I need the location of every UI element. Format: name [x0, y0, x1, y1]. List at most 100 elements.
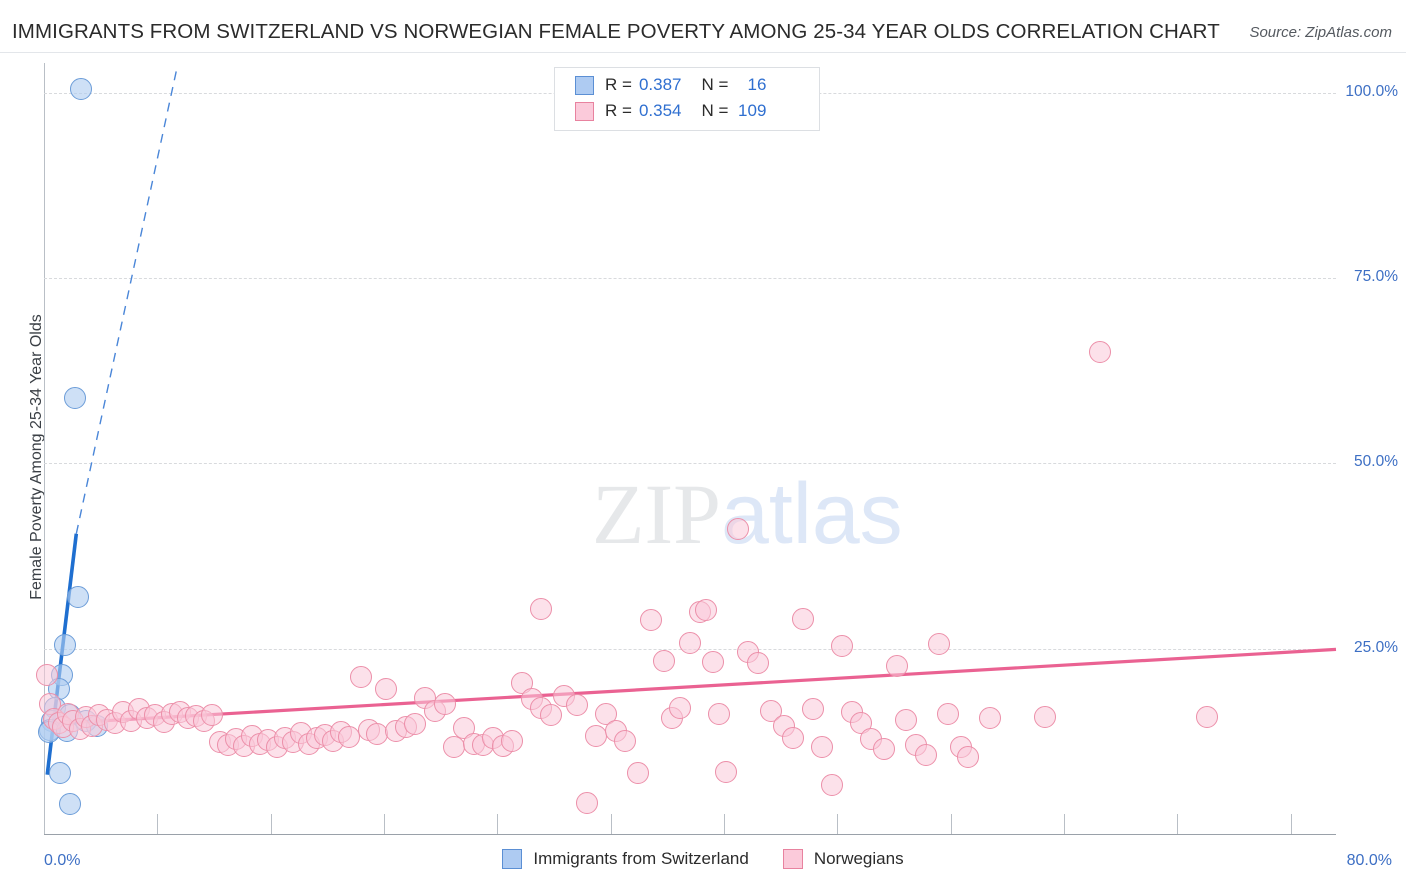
data-point[interactable] [937, 702, 960, 725]
data-point[interactable] [53, 633, 76, 656]
y-axis-tick-label: 50.0% [1354, 453, 1398, 471]
data-point[interactable] [349, 665, 372, 688]
x-axis-tick [950, 814, 952, 834]
plot-area: ZIPatlas [36, 63, 1337, 834]
y-axis-line [44, 63, 45, 834]
x-axis-tick [1064, 814, 1065, 834]
data-point[interactable] [36, 663, 59, 686]
watermark: ZIPatlas [592, 471, 903, 557]
series1-r-value: 0.387 [638, 75, 682, 94]
series2-n-label: N = [701, 101, 729, 120]
data-point[interactable] [927, 633, 950, 656]
data-point[interactable] [375, 677, 398, 700]
data-point[interactable] [695, 599, 718, 622]
data-point[interactable] [830, 634, 853, 657]
data-point[interactable] [821, 774, 844, 797]
x-axis-tick [157, 814, 159, 834]
data-point[interactable] [714, 760, 737, 783]
data-point[interactable] [404, 713, 427, 736]
data-point[interactable] [782, 726, 805, 749]
page-title: IMMIGRANTS FROM SWITZERLAND VS NORWEGIAN… [12, 20, 1220, 43]
data-point[interactable] [679, 631, 701, 654]
x-axis-label-min: 0.0% [44, 852, 81, 869]
x-axis-label-max: 80.0% [1346, 852, 1392, 869]
data-point[interactable] [66, 585, 89, 608]
source-label: Source: ZipAtlas.com [1249, 24, 1392, 41]
x-axis-tick [384, 814, 385, 834]
series2-n-value: 109 [738, 101, 767, 120]
data-point[interactable] [956, 745, 979, 768]
data-point[interactable] [565, 694, 588, 716]
data-point[interactable] [501, 729, 524, 752]
x-axis-tick [270, 814, 272, 834]
data-point[interactable] [746, 652, 769, 675]
legend-label-norwegians: Norwegians [813, 849, 904, 868]
data-point[interactable] [63, 387, 86, 410]
chart-legend: Immigrants from Switzerland Norwegians [0, 849, 1406, 869]
data-point[interactable] [792, 608, 815, 630]
x-axis-tick [724, 814, 725, 834]
data-point[interactable] [365, 722, 388, 745]
trendline-dashed [75, 70, 178, 534]
series1-r-label: R = [605, 75, 632, 94]
trendlines [43, 70, 1337, 775]
data-point[interactable] [1034, 705, 1057, 728]
series1-n-label: N = [701, 75, 729, 94]
watermark-atlas: atlas [721, 466, 903, 562]
series2-swatch-icon [575, 101, 594, 121]
gridline [44, 277, 1336, 279]
data-point[interactable] [708, 702, 731, 725]
legend-swatch-norwegians-icon [782, 849, 803, 869]
stats-row-switzerland: R = 0.387 N = 16 [575, 72, 766, 98]
x-axis-tick [1177, 814, 1179, 834]
data-point[interactable] [653, 649, 676, 672]
legend-item-norwegians[interactable]: Norwegians [782, 849, 904, 869]
series1-n-value: 16 [747, 75, 767, 94]
x-axis-tick [44, 814, 45, 834]
data-point[interactable] [530, 597, 553, 620]
data-point[interactable] [58, 793, 81, 816]
series2-r-label: R = [605, 101, 632, 120]
x-axis-tick [497, 814, 499, 834]
data-point[interactable] [872, 738, 895, 761]
data-point[interactable] [1089, 341, 1112, 364]
x-axis-tick [1290, 814, 1292, 834]
data-point[interactable] [540, 704, 563, 727]
series1-swatch-icon [575, 75, 594, 95]
watermark-zip: ZIP [592, 466, 721, 562]
data-point[interactable] [914, 744, 937, 767]
trendline-solid [43, 647, 1337, 726]
data-point[interactable] [640, 609, 663, 632]
y-axis-tick-label: 100.0% [1345, 82, 1398, 100]
series2-r-value: 0.354 [638, 101, 682, 120]
stats-row-norwegians: R = 0.354 N = 109 [575, 98, 766, 124]
legend-item-switzerland[interactable]: Immigrants from Switzerland [502, 849, 749, 869]
data-point[interactable] [627, 762, 650, 785]
data-point[interactable] [1195, 705, 1218, 728]
y-axis-tick-label: 75.0% [1354, 267, 1398, 285]
x-axis-line [44, 834, 1336, 835]
data-point[interactable] [669, 696, 692, 719]
legend-swatch-switzerland-icon [502, 849, 523, 869]
data-point[interactable] [811, 735, 834, 758]
x-axis-tick [610, 814, 612, 834]
x-axis-tick [837, 814, 839, 834]
y-axis-tick-label: 25.0% [1354, 638, 1398, 656]
data-point[interactable] [49, 762, 72, 785]
data-point[interactable] [979, 707, 1002, 730]
data-point[interactable] [885, 655, 908, 678]
data-point[interactable] [200, 703, 223, 726]
data-point[interactable] [338, 725, 361, 748]
data-point[interactable] [70, 77, 93, 100]
data-point[interactable] [614, 729, 637, 752]
data-point[interactable] [895, 708, 918, 731]
legend-label-switzerland: Immigrants from Switzerland [533, 849, 749, 868]
correlation-stats-box: R = 0.387 N = 16 R = 0.354 N = 109 [554, 67, 820, 131]
data-point[interactable] [701, 651, 724, 673]
data-point[interactable] [801, 698, 824, 721]
gridline [44, 463, 1336, 465]
data-point[interactable] [433, 693, 456, 716]
data-point[interactable] [727, 517, 750, 540]
data-point[interactable] [575, 791, 598, 814]
